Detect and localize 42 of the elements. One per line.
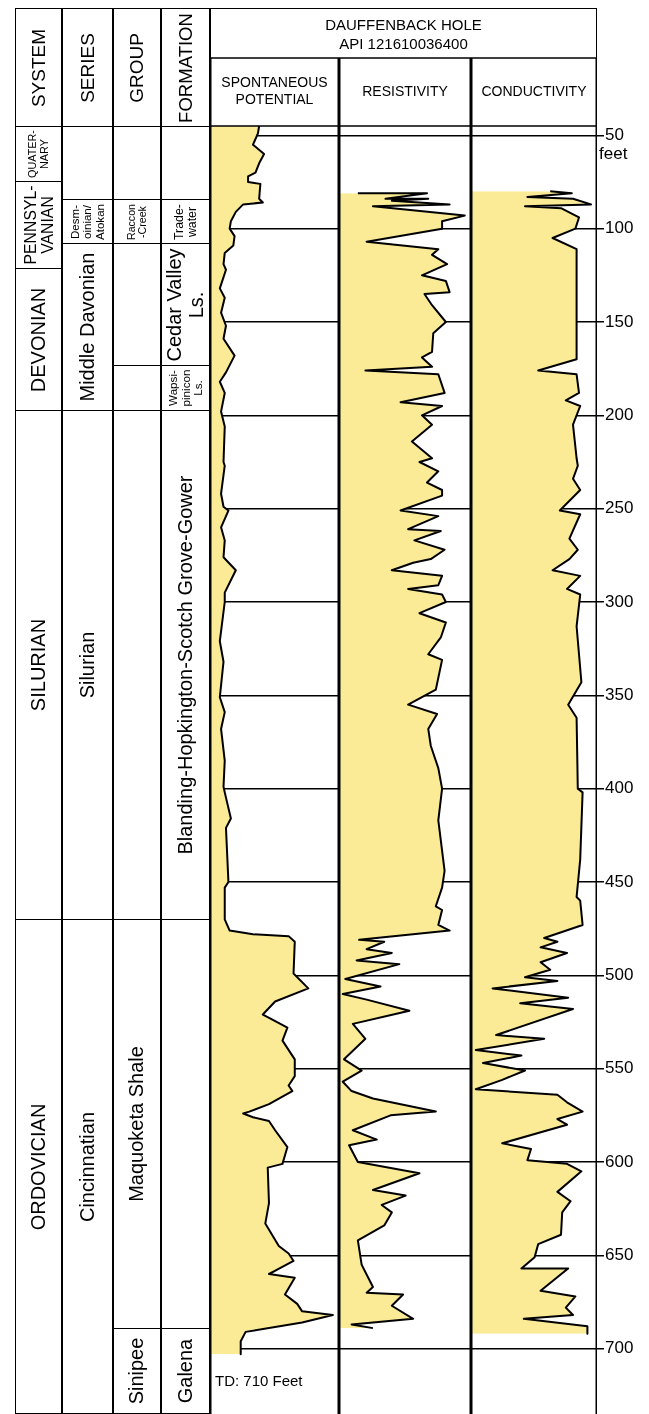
annotation: TD: 710 Feet [215,1372,304,1390]
y-axis-title: feet [599,144,628,164]
y-tick-label: 100 [605,218,634,238]
table-cell: Galena [161,1329,210,1414]
y-tick-label: 350 [605,685,634,705]
y-tick-label: 700 [605,1338,634,1358]
table-cell: Middle Davonian [62,244,113,411]
table-cell: Maquoketa Shale [113,920,161,1329]
table-cell: GROUP [113,8,161,126]
y-tick-label: 650 [605,1245,634,1265]
y-tick-label: 500 [605,965,634,985]
table-cell: FORMATION [161,8,210,126]
table-cell: SERIES [62,8,113,126]
y-tick-label: 400 [605,778,634,798]
table-cell: Cedar Valley Ls. [161,244,210,366]
chart-title: RESISTIVITY [362,82,449,99]
table-cell: Desm- oinian/ Atokan [62,200,113,244]
table-cell: PENNSYL- VANIAN [15,182,62,269]
text: DAUFFENBACK HOLE [325,14,482,34]
chart-title: SPONTANEOUS POTENTIAL [221,74,328,108]
chart-title: CONDUCTIVITY [481,82,588,99]
y-tick-label: 550 [605,1058,634,1078]
y-tick-label: 600 [605,1151,634,1171]
y-tick-label: 300 [605,591,634,611]
table-cell: QUATER- NARY [15,126,62,182]
y-tick-label: 150 [605,311,634,331]
text: API 121610036400 [339,33,468,53]
table-cell: Silurian [62,411,113,920]
table-cell: Cincinnatian [62,920,113,1414]
table-cell: Wapsi- pinicon Ls. [161,366,210,411]
y-tick-label: 50 [605,125,624,145]
table-cell: Raccon -Creek [113,200,161,244]
table-cell: Sinipee [113,1329,161,1414]
y-tick-label: 200 [605,405,634,425]
y-tick-label: 250 [605,498,634,518]
table-cell: SYSTEM [15,8,62,126]
table-cell: Blanding-Hopkington-Scotch Grove-Gower [161,411,210,920]
table-cell: DEVONIAN [15,269,62,411]
table-cell: SILURIAN [15,411,62,920]
table-cell: ORDOVICIAN [15,920,62,1414]
y-tick-label: 450 [605,871,634,891]
table-cell: Trade- water [161,200,210,244]
